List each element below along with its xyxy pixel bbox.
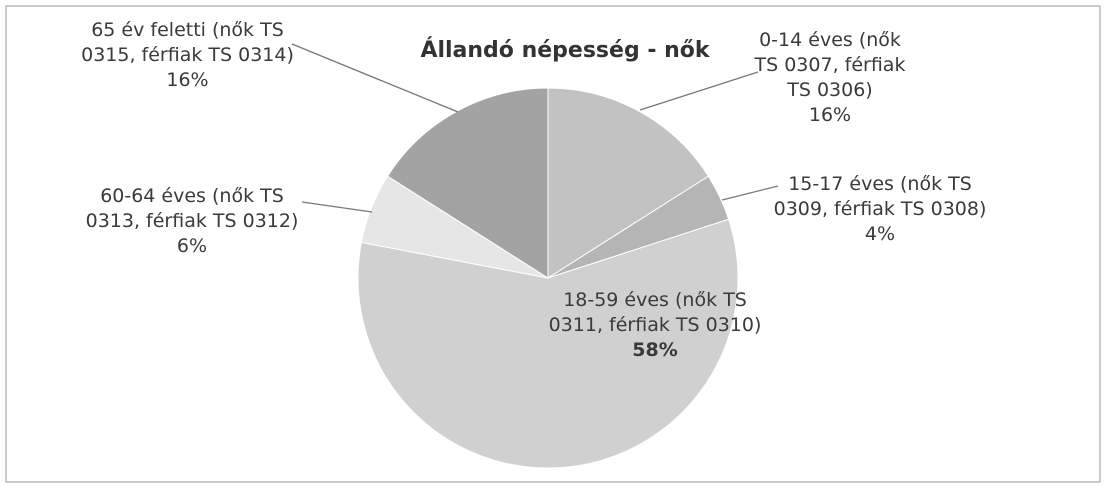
frame <box>5 5 1101 483</box>
percent-label: 16% <box>808 104 852 126</box>
chart-title: Állandó népesség - nők <box>420 38 710 63</box>
leader-line <box>639 71 759 111</box>
percent-label: 4% <box>864 223 896 245</box>
category-label: 60-64 éves (nők TS 0313, férfiak TS 0312… <box>85 185 299 232</box>
category-label: 15-17 éves (nők TS 0309, férfiak TS 0308… <box>773 173 987 220</box>
category-label: 65 év feletti (nők TS 0315, férfiak TS 0… <box>81 19 294 66</box>
percent-label: 6% <box>176 235 208 257</box>
pie-slice <box>357 218 739 469</box>
data-label: 0-14 éves (nők TS 0307, férfiak TS 0306)… <box>745 28 915 128</box>
leader-line <box>721 185 779 201</box>
data-label: 15-17 éves (nők TS 0309, férfiak TS 0308… <box>765 172 995 247</box>
data-label: 65 év feletti (nők TS 0315, férfiak TS 0… <box>75 18 300 93</box>
data-label: 18-59 éves (nők TS 0311, férfiak TS 0310… <box>540 288 770 363</box>
data-label: 60-64 éves (nők TS 0313, férfiak TS 0312… <box>72 184 312 259</box>
percent-label: 58% <box>632 339 678 361</box>
category-label: 0-14 éves (nők TS 0307, férfiak TS 0306) <box>754 29 906 101</box>
category-label: 18-59 éves (nők TS 0311, férfiak TS 0310… <box>548 289 762 336</box>
leader-line <box>291 43 459 113</box>
leader-line <box>301 201 373 213</box>
pie-slice <box>547 87 710 279</box>
percent-label: 16% <box>166 69 209 91</box>
